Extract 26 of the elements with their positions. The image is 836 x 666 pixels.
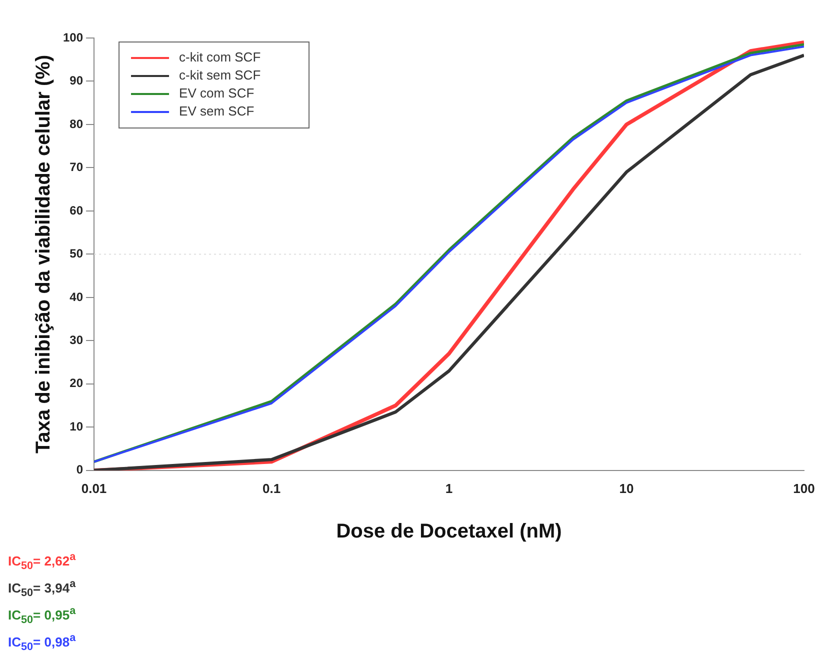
y-tick-label: 10 [70,419,84,434]
x-tick-label: 100 [793,480,815,496]
legend-label: c-kit sem SCF [179,68,261,83]
y-tick-label: 100 [62,30,84,44]
y-tick-label: 60 [70,203,84,218]
x-axis-title: Dose de Docetaxel (nM) [336,520,562,543]
text: IC$_{50}$= 0,98$^{a}$ [8,630,76,655]
y-tick-label: 70 [70,160,84,174]
y-tick-label: 30 [70,332,84,347]
y-tick-label: 20 [70,376,84,390]
x-tick-label: 10 [619,480,634,496]
y-tick-label: 80 [70,116,84,131]
y-tick-label: 50 [70,246,84,261]
text: IC$_{50}$= 0,95$^{a}$ [8,604,76,628]
legend-label: c-kit com SCF [179,50,261,65]
x-tick-label: 1 [445,480,453,496]
legend-label: EV sem SCF [179,104,254,119]
y-axis-title: Taxa de inibição da viabilidade celular (%) [32,54,55,454]
y-tick-label: 90 [70,74,84,88]
text: IC$_{50}$= 2,62$^{a}$ [8,550,76,574]
x-tick-label: 0.1 [262,480,281,496]
legend-label: EV com SCF [179,86,254,101]
y-tick-label: 0 [76,462,84,477]
y-tick-label: 40 [70,290,84,304]
text: IC$_{50}$= 3,94$^{a}$ [8,576,76,601]
x-tick-label: 0.01 [81,480,107,496]
